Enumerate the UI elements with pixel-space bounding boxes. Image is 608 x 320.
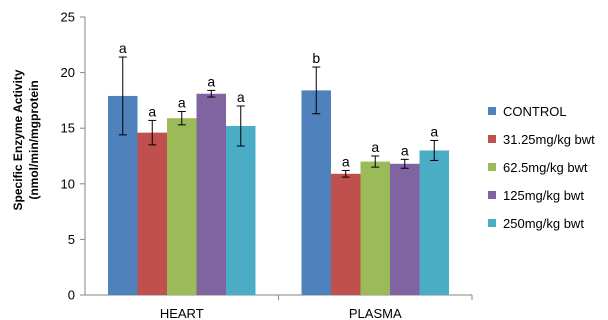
bar [390, 163, 420, 295]
legend-label: CONTROL [503, 104, 567, 119]
significance-label: a [401, 142, 409, 158]
y-axis-label: Specific Enzyme Activity (nmol/min/mgpro… [11, 69, 41, 210]
y-tick-label: 25 [61, 10, 75, 25]
x-category-label: HEART [160, 306, 204, 320]
legend-label: 31.25mg/kg bwt [503, 132, 595, 147]
bar [137, 132, 167, 295]
y-axis-label-line-2: (nmol/min/mgprotein [27, 80, 41, 199]
significance-label: a [342, 153, 350, 169]
significance-label: a [119, 40, 127, 56]
significance-label: a [148, 103, 156, 119]
y-tick-label: 5 [68, 232, 75, 247]
bar [226, 125, 256, 295]
legend-swatch [488, 107, 496, 115]
y-tick-label: 0 [68, 288, 75, 303]
significance-label: a [178, 95, 186, 111]
y-axis-label-line-1: Specific Enzyme Activity [11, 69, 25, 210]
bar [419, 150, 449, 295]
y-tick-label: 20 [61, 65, 75, 80]
significance-label: a [237, 89, 245, 105]
bar [167, 118, 197, 295]
legend-swatch [488, 135, 496, 143]
bar [360, 161, 390, 295]
legend-label: 62.5mg/kg bwt [503, 160, 588, 175]
legend-swatch [488, 191, 496, 199]
significance-label: b [312, 50, 320, 66]
bars [108, 90, 449, 296]
bar [196, 93, 226, 295]
error-bars [118, 56, 439, 178]
bar [331, 173, 361, 295]
legend-label: 250mg/kg bwt [503, 216, 584, 231]
significance-label: a [430, 123, 438, 139]
legend-swatch [488, 219, 496, 227]
y-tick-label: 15 [61, 121, 75, 136]
annotations: a a a a a b a a a a [119, 40, 439, 169]
legend: CONTROL 31.25mg/kg bwt 62.5mg/kg bwt 125mg/… [488, 104, 595, 231]
x-category-label: PLASMA [349, 306, 402, 320]
y-tick-label: 10 [61, 176, 75, 191]
significance-label: a [371, 139, 379, 155]
legend-label: 125mg/kg bwt [503, 188, 584, 203]
x-labels: HEART PLASMA [160, 306, 402, 320]
significance-label: a [207, 73, 215, 89]
legend-swatch [488, 163, 496, 171]
bar [301, 90, 331, 295]
y-ticks: 0 5 10 15 20 25 [61, 10, 85, 303]
